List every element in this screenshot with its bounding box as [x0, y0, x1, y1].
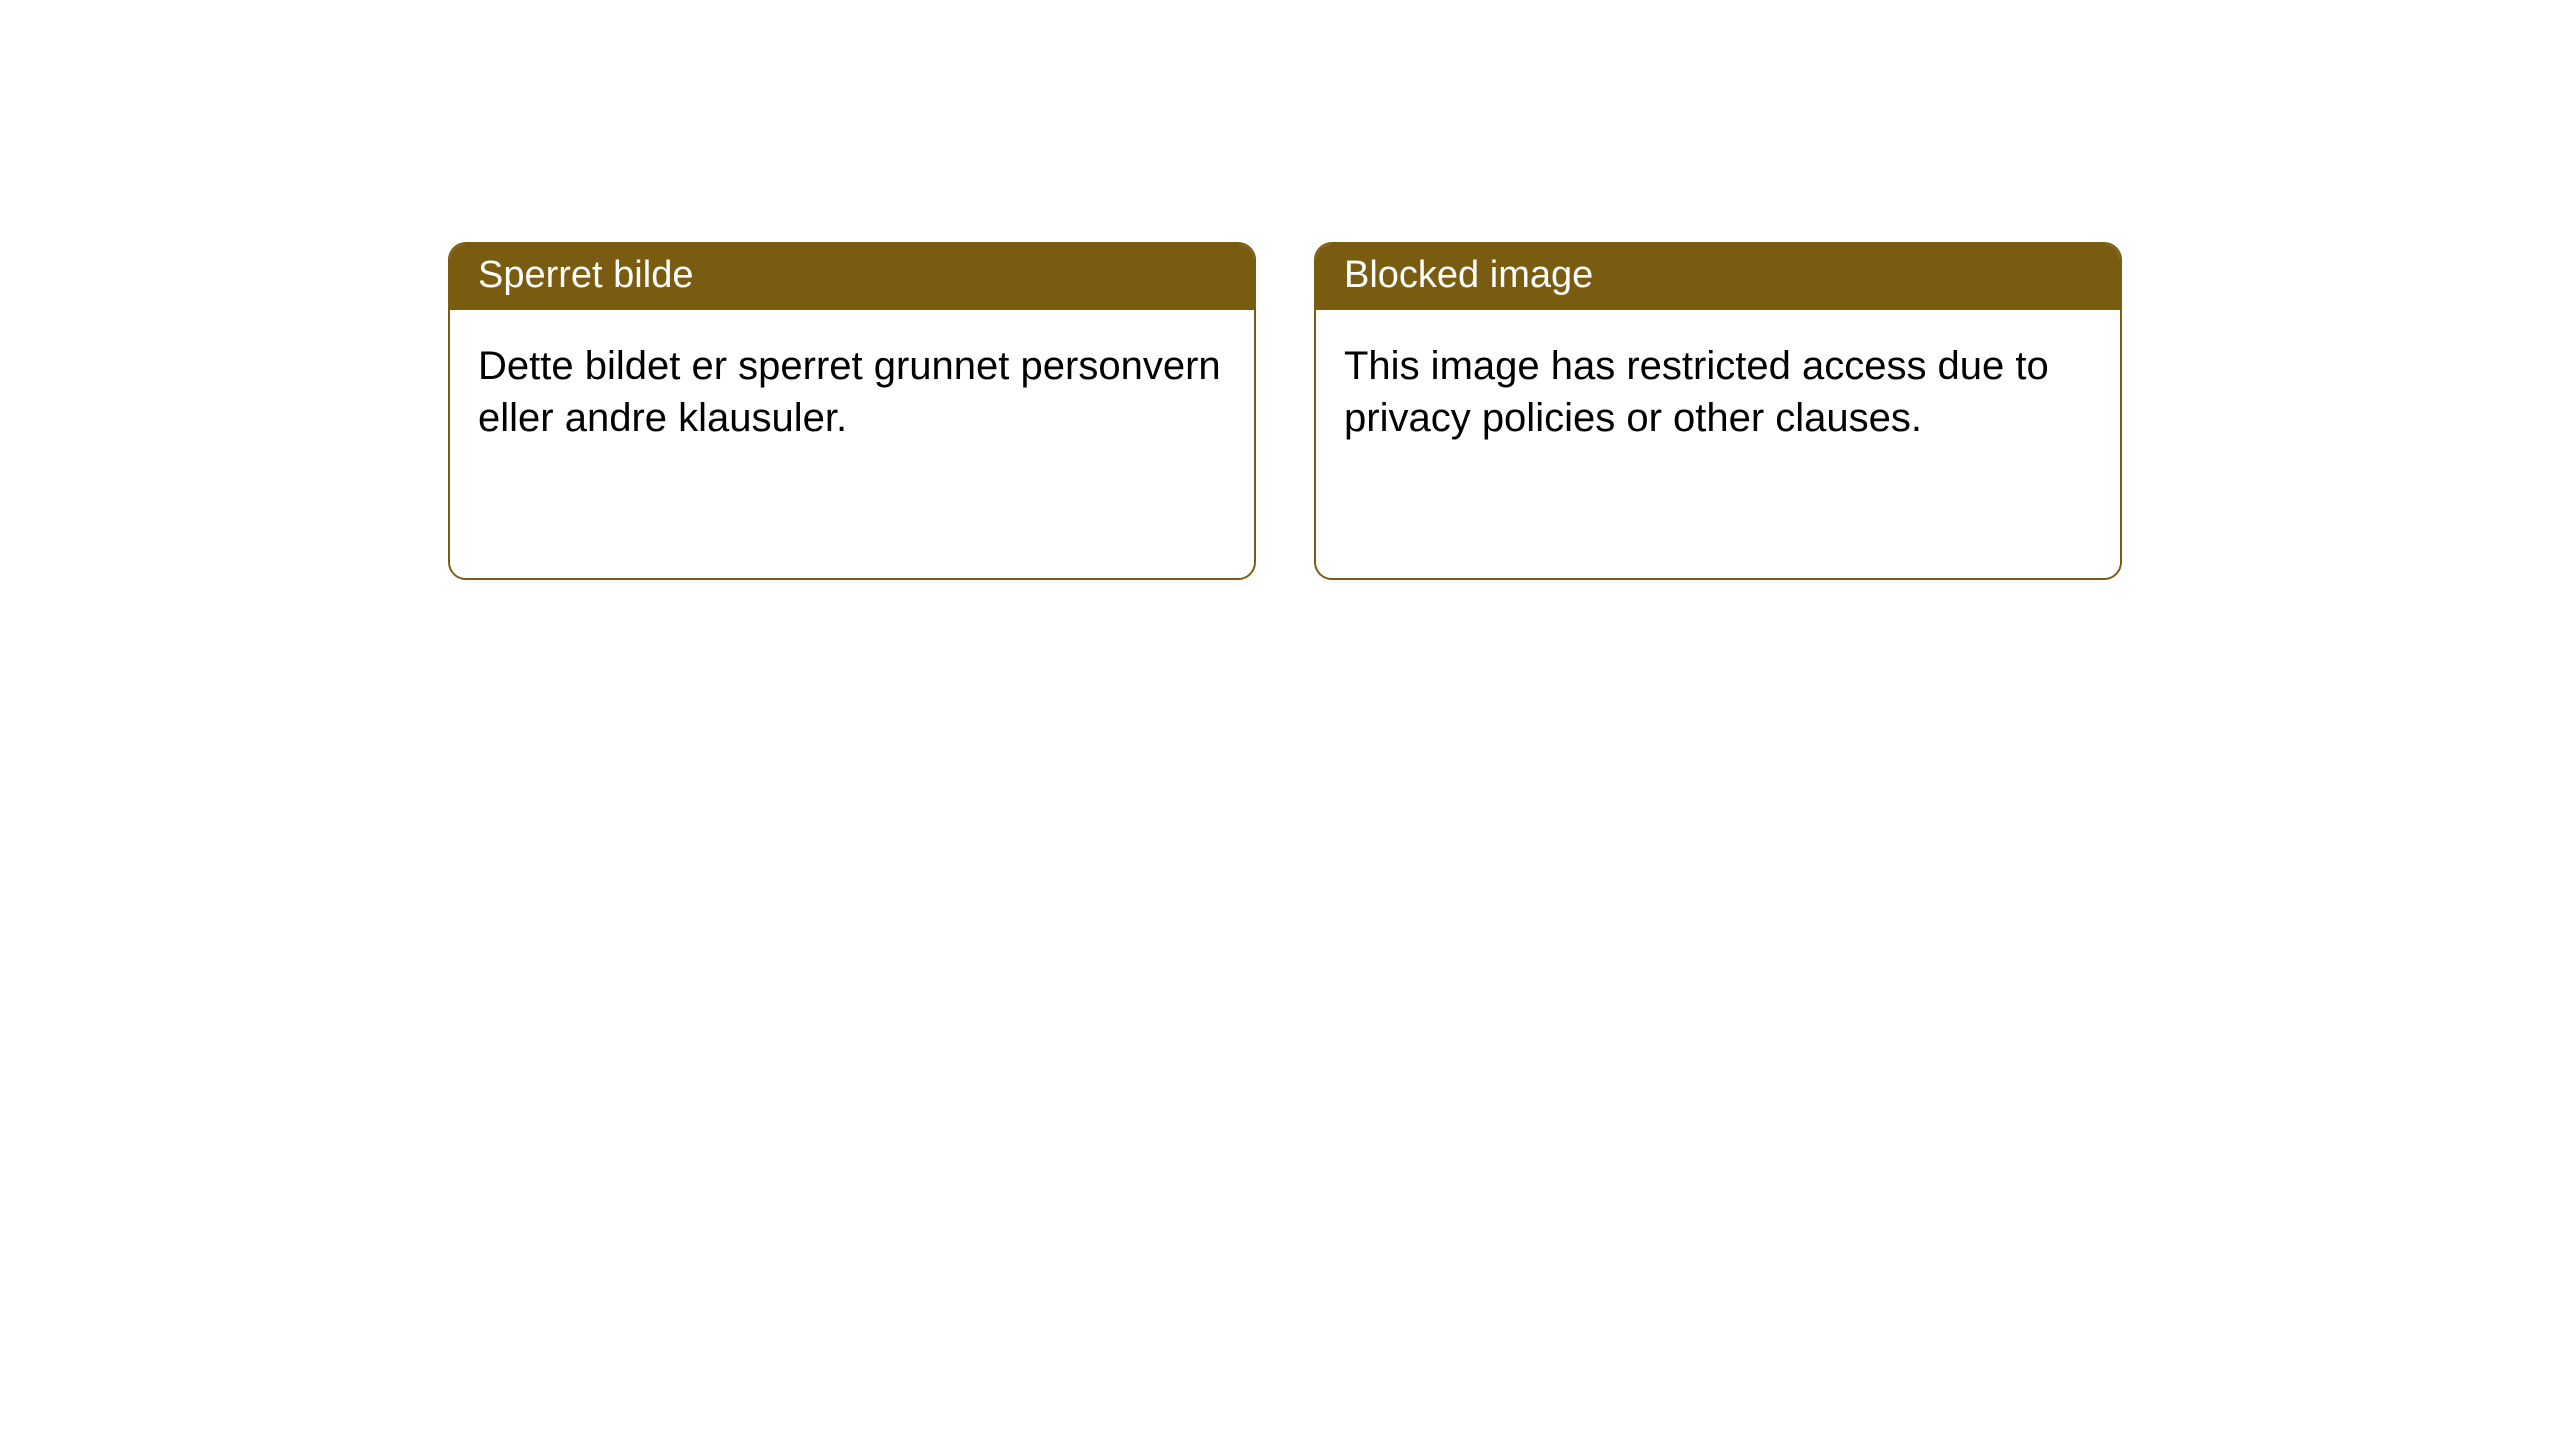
notice-card-title: Sperret bilde	[450, 244, 1254, 310]
notice-card-title: Blocked image	[1316, 244, 2120, 310]
notice-card-body: This image has restricted access due to …	[1316, 310, 2120, 578]
notice-card-english: Blocked image This image has restricted …	[1314, 242, 2122, 580]
notice-card-norwegian: Sperret bilde Dette bildet er sperret gr…	[448, 242, 1256, 580]
notice-cards-container: Sperret bilde Dette bildet er sperret gr…	[0, 0, 2560, 580]
notice-card-body: Dette bildet er sperret grunnet personve…	[450, 310, 1254, 578]
